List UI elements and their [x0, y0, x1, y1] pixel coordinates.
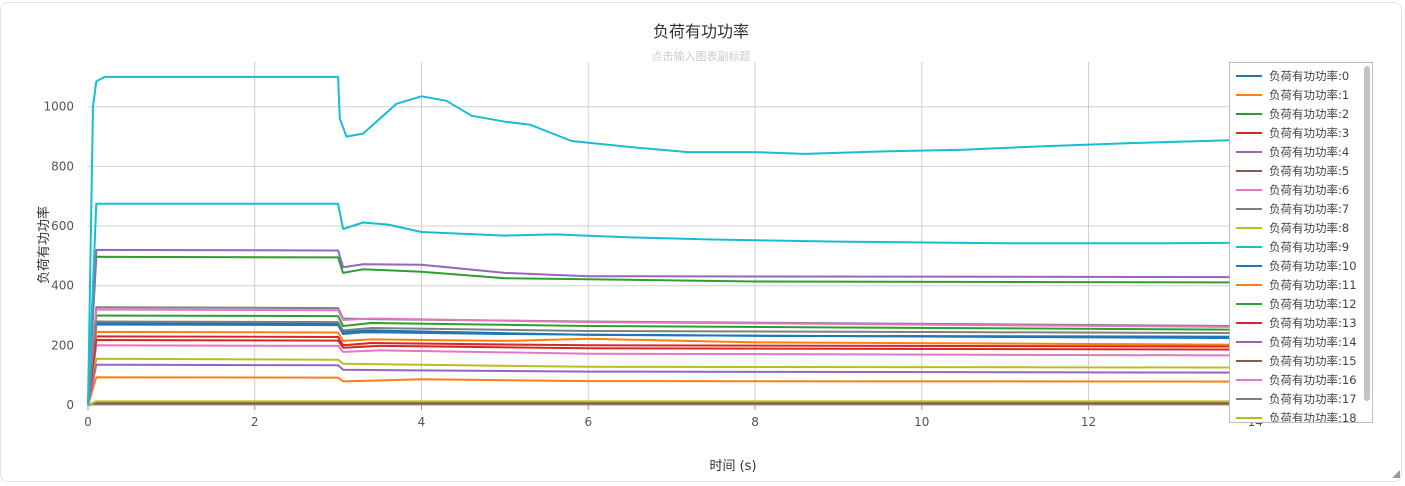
x-axis-label: 时间 (s): [709, 459, 756, 474]
legend-swatch: [1236, 75, 1262, 77]
y-tick-label: 400: [51, 279, 74, 293]
legend-item[interactable]: 负荷有功功率:1: [1230, 86, 1366, 105]
legend-swatch: [1236, 265, 1262, 267]
x-tick-label: 8: [751, 415, 759, 429]
legend-scrollbar[interactable]: [1363, 64, 1371, 421]
legend-swatch: [1236, 227, 1262, 229]
legend-label: 负荷有功功率:17: [1269, 392, 1357, 406]
legend-swatch: [1236, 151, 1262, 153]
series-line-4[interactable]: [87, 248, 1373, 406]
legend-item[interactable]: 负荷有功功率:17: [1230, 390, 1366, 409]
chart-title: 负荷有功功率: [652, 22, 749, 41]
legend-item[interactable]: 负荷有功功率:0: [1230, 67, 1366, 86]
legend-label: 负荷有功功率:4: [1269, 145, 1350, 159]
legend-item[interactable]: 负荷有功功率:18: [1230, 409, 1366, 423]
axes: 0246810121402004006008001000: [43, 100, 1372, 429]
legend-item[interactable]: 负荷有功功率:13: [1230, 314, 1366, 333]
series-line-2[interactable]: [87, 255, 1373, 406]
legend-label: 负荷有功功率:15: [1269, 354, 1357, 368]
legend-item[interactable]: 负荷有功功率:10: [1230, 257, 1366, 276]
legend-label: 负荷有功功率:6: [1269, 183, 1350, 197]
legend-swatch: [1236, 303, 1262, 305]
legend-item[interactable]: 负荷有功功率:11: [1230, 276, 1366, 295]
legend-label: 负荷有功功率:7: [1269, 202, 1350, 216]
y-tick-label: 1000: [43, 100, 74, 114]
legend-label: 负荷有功功率:2: [1269, 107, 1350, 121]
series-line-19[interactable]: [87, 202, 1373, 406]
legend-swatch: [1236, 246, 1262, 248]
legend-item[interactable]: 负荷有功功率:3: [1230, 124, 1366, 143]
legend-label: 负荷有功功率:8: [1269, 221, 1350, 235]
legend-swatch: [1236, 132, 1262, 134]
x-tick-label: 4: [418, 415, 426, 429]
legend-label: 负荷有功功率:9: [1269, 240, 1350, 254]
legend-item[interactable]: 负荷有功功率:7: [1230, 200, 1366, 219]
legend-swatch: [1236, 341, 1262, 343]
legend: 负荷有功功率:0 负荷有功功率:1 负荷有功功率:2 负荷有功功率:3 负荷有功功率:4…: [1229, 62, 1373, 423]
legend-label: 负荷有功功率:10: [1269, 259, 1357, 273]
legend-item[interactable]: 负荷有功功率:9: [1230, 238, 1366, 257]
legend-item[interactable]: 负荷有功功率:12: [1230, 295, 1366, 314]
chart-subtitle[interactable]: 点击输入图表副标题: [651, 50, 751, 63]
legend-swatch: [1236, 322, 1262, 324]
legend-swatch: [1236, 208, 1262, 210]
series-line-6[interactable]: [87, 344, 1373, 406]
legend-swatch: [1236, 398, 1262, 400]
legend-swatch: [1236, 379, 1262, 381]
legend-scroll-thumb[interactable]: [1364, 66, 1370, 401]
legend-label: 负荷有功功率:11: [1269, 278, 1357, 292]
series-line-11[interactable]: [87, 330, 1373, 406]
series-line-16[interactable]: [87, 308, 1373, 406]
legend-label: 负荷有功功率:3: [1269, 126, 1350, 140]
y-tick-label: 0: [66, 398, 74, 412]
legend-item[interactable]: 负荷有功功率:15: [1230, 352, 1366, 371]
x-tick-label: 2: [251, 415, 259, 429]
legend-item[interactable]: 负荷有功功率:6: [1230, 181, 1366, 200]
series-line-17[interactable]: [87, 320, 1373, 406]
series-line-13[interactable]: [87, 339, 1373, 406]
legend-label: 负荷有功功率:12: [1269, 297, 1357, 311]
legend-swatch: [1236, 94, 1262, 96]
legend-swatch: [1236, 113, 1262, 115]
series-line-9[interactable]: [87, 75, 1373, 406]
legend-swatch: [1236, 360, 1262, 362]
y-tick-label: 200: [51, 338, 74, 352]
y-tick-label: 800: [51, 159, 74, 173]
series-line-18[interactable]: [87, 400, 1372, 406]
series-line-10[interactable]: [87, 322, 1373, 406]
series-line-1[interactable]: [87, 376, 1373, 406]
legend-label: 负荷有功功率:16: [1269, 373, 1357, 387]
legend-label: 负荷有功功率:13: [1269, 316, 1357, 330]
legend-item[interactable]: 负荷有功功率:16: [1230, 371, 1366, 390]
legend-item[interactable]: 负荷有功功率:4: [1230, 143, 1366, 162]
series-layer: [87, 75, 1373, 406]
legend-label: 负荷有功功率:1: [1269, 88, 1350, 102]
resize-handle-icon[interactable]: [1392, 470, 1400, 478]
legend-swatch: [1236, 417, 1262, 419]
legend-item[interactable]: 负荷有功功率:5: [1230, 162, 1366, 181]
legend-label: 负荷有功功率:0: [1269, 69, 1350, 83]
legend-item[interactable]: 负荷有功功率:8: [1230, 219, 1366, 238]
legend-swatch: [1236, 189, 1262, 191]
y-axis-label: 负荷有功功率: [36, 206, 52, 284]
legend-swatch: [1236, 284, 1262, 286]
legend-label: 负荷有功功率:5: [1269, 164, 1350, 178]
legend-label: 负荷有功功率:18: [1269, 411, 1357, 423]
x-tick-label: 12: [1081, 415, 1096, 429]
x-tick-label: 0: [84, 415, 92, 429]
legend-swatch: [1236, 170, 1262, 172]
legend-item[interactable]: 负荷有功功率:14: [1230, 333, 1366, 352]
x-tick-label: 10: [914, 415, 929, 429]
x-tick-label: 6: [584, 415, 592, 429]
legend-item[interactable]: 负荷有功功率:2: [1230, 105, 1366, 124]
y-tick-label: 600: [51, 219, 74, 233]
legend-label: 负荷有功功率:14: [1269, 335, 1357, 349]
series-line-14[interactable]: [87, 363, 1373, 406]
